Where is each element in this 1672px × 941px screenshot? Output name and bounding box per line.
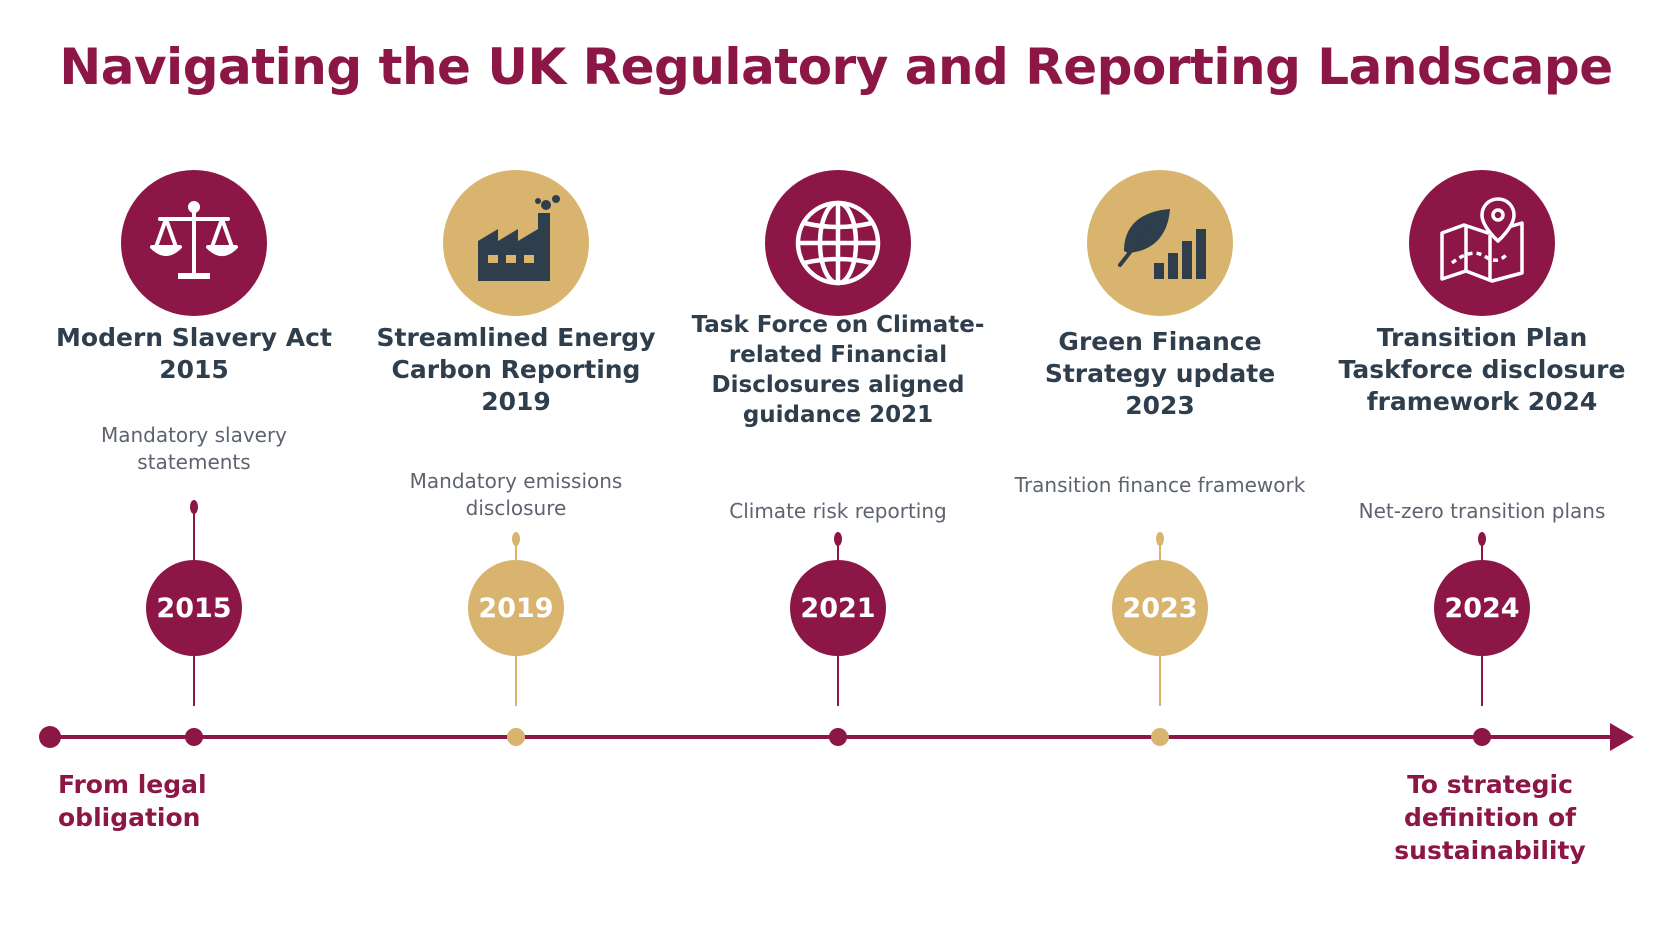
milestone-description: Net-zero transition plans (1358, 499, 1606, 523)
milestone-description: Mandatory emissions disclosure (409, 469, 623, 520)
milestone-heading: Green Finance Strategy update 2023 (1044, 327, 1276, 420)
stem-tip (1478, 532, 1486, 546)
timeline-end-label: To strategic definition of sustainabilit… (1394, 770, 1586, 865)
timeline-start-label: From legal obligation (58, 770, 207, 832)
stem-upper (193, 510, 195, 562)
stem-tip (1156, 532, 1164, 546)
globe-icon (765, 170, 911, 316)
year-badge: 2015 (146, 560, 242, 656)
milestone-heading: Streamlined Energy Carbon Reporting 2019 (376, 323, 656, 416)
stem-lower (837, 656, 839, 706)
stem-lower (1481, 656, 1483, 706)
page-title: Navigating the UK Regulatory and Reporti… (59, 38, 1613, 96)
milestone-heading: Task Force on Climate-related Financial … (691, 312, 985, 428)
stem-lower (193, 656, 195, 706)
stem-tip (834, 532, 842, 546)
milestone-description: Transition finance framework (1014, 473, 1306, 497)
map-pin-icon (1409, 170, 1555, 316)
timeline-dot-2021 (829, 728, 847, 746)
timeline-dot-2024 (1473, 728, 1491, 746)
stem-tip (512, 532, 520, 546)
stem-upper (1481, 542, 1483, 564)
milestone-2019: Streamlined Energy Carbon Reporting 2019… (366, 170, 666, 706)
milestone-2021: Task Force on Climate-related Financial … (688, 170, 988, 706)
timeline-dot-2023 (1151, 728, 1169, 746)
milestone-description: Climate risk reporting (729, 499, 947, 523)
timeline-dot-2019 (507, 728, 525, 746)
year-badge: 2021 (790, 560, 886, 656)
milestone-2023: Green Finance Strategy update 2023 Trans… (1010, 170, 1310, 706)
stem-upper (515, 542, 517, 564)
milestone-heading: Modern Slavery Act 2015 (56, 323, 332, 384)
milestone-2015: Modern Slavery Act 2015 Mandatory slaver… (44, 170, 344, 706)
year-badge: 2019 (468, 560, 564, 656)
stem-lower (1159, 656, 1161, 706)
milestone-heading: Transition Plan Taskforce disclosure fra… (1338, 323, 1626, 416)
timeline-dot-2015 (185, 728, 203, 746)
milestone-description: Mandatory slavery statements (100, 423, 288, 474)
leaf-bar-chart-icon (1087, 170, 1233, 316)
milestone-2024: Transition Plan Taskforce disclosure fra… (1332, 170, 1632, 706)
timeline-start-dot (39, 726, 61, 748)
stem-lower (515, 656, 517, 706)
year-badge: 2024 (1434, 560, 1530, 656)
timeline-arrow-icon (1610, 723, 1634, 751)
stem-upper (837, 542, 839, 564)
scales-of-justice-icon (121, 170, 267, 316)
factory-icon (443, 170, 589, 316)
stem-upper (1159, 542, 1161, 564)
year-badge: 2023 (1112, 560, 1208, 656)
stem-tip (190, 500, 198, 514)
